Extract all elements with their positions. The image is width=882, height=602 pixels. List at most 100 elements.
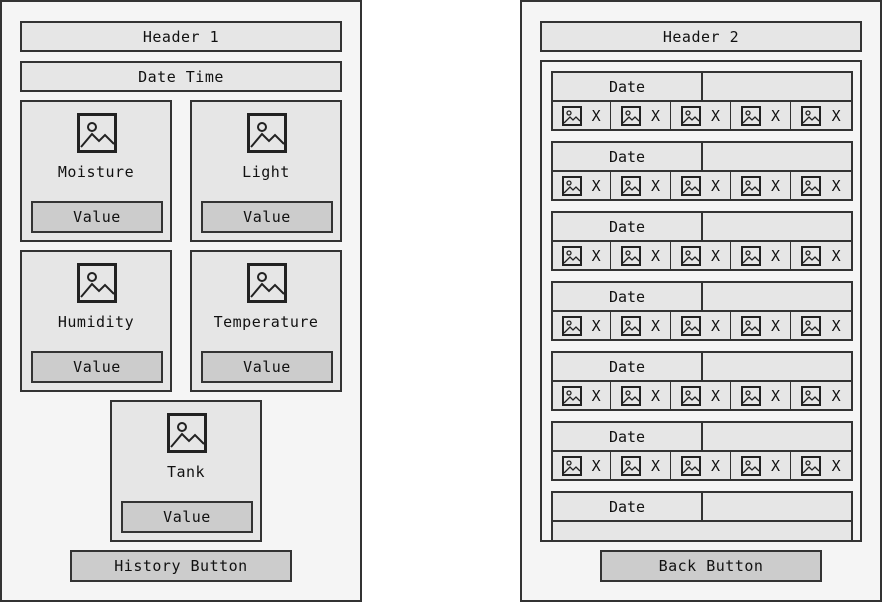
history-metric-value: X [591,176,601,195]
history-metric-value: X [591,456,601,475]
history-metric-cell: X [731,240,792,271]
history-metric-cell: X [611,310,672,341]
history-metric-cell: X [671,310,732,341]
history-metric-value: X [770,176,780,195]
image-placeholder-icon [740,245,761,266]
image-placeholder-icon [247,263,287,303]
temperature-value: Value [201,351,333,383]
image-placeholder-icon [740,315,761,336]
history-metric-cell: X [551,170,612,201]
history-metric-cell: X [791,380,853,411]
humidity-label: Humidity [57,313,135,331]
moisture-card: Moisture Value [20,100,172,242]
history-entry[interactable]: Date X X X X X [551,351,853,413]
history-metric-value: X [650,106,660,125]
history-button[interactable]: History Button [70,550,292,582]
history-metric-value: X [831,386,841,405]
history-metric-value: X [770,106,780,125]
history-entry-date-filler [703,281,853,312]
history-metric-cell: X [671,380,732,411]
image-placeholder-icon [801,315,822,336]
image-placeholder-icon [680,105,701,126]
moisture-value: Value [31,201,163,233]
history-entry[interactable]: Date X X X X X [551,421,853,483]
light-card: Light Value [190,100,342,242]
history-entry-date-filler [703,211,853,242]
history-metric-cell: X [731,450,792,481]
history-metric-cell: X [551,450,612,481]
history-metric-cell: X [791,100,853,131]
image-placeholder-icon [680,315,701,336]
image-placeholder-icon [562,385,583,406]
history-entry[interactable]: Date X X X X X [551,281,853,343]
humidity-card: Humidity Value [20,250,172,392]
history-metric-cell: X [791,310,853,341]
history-metric-value: X [591,386,601,405]
history-metric-cell: X [611,100,672,131]
humidity-value: Value [31,351,163,383]
date-time-display: Date Time [20,61,342,92]
history-entry[interactable]: Date X X X X X [551,141,853,203]
image-placeholder-icon [247,113,287,153]
header-1: Header 1 [20,21,342,52]
image-placeholder-icon [740,455,761,476]
history-entry[interactable]: Date X X X X X [551,71,853,133]
image-placeholder-icon [740,105,761,126]
history-metric-cell: X [671,240,732,271]
image-placeholder-icon [620,175,641,196]
history-entry-date: Date [551,491,703,522]
history-metric-cell: X [671,100,732,131]
history-metric-cell: X [671,170,732,201]
image-placeholder-icon [680,175,701,196]
history-entry-date-filler [703,351,853,382]
light-value: Value [201,201,333,233]
history-metric-value: X [710,386,720,405]
history-entry[interactable]: Date X X X X X [551,211,853,273]
history-metric-value: X [650,386,660,405]
history-metric-value: X [831,316,841,335]
history-metric-value: X [831,106,841,125]
history-metric-cell: X [551,310,612,341]
history-metric-value: X [770,456,780,475]
history-metric-value: X [710,176,720,195]
image-placeholder-icon [801,385,822,406]
image-placeholder-icon [801,245,822,266]
history-metric-value: X [650,456,660,475]
history-entry-date-filler [703,421,853,452]
history-metric-value: X [770,246,780,265]
moisture-label: Moisture [57,163,135,181]
history-metric-cell: X [731,310,792,341]
image-placeholder-icon [77,113,117,153]
image-placeholder-icon [562,315,583,336]
history-list[interactable]: Date X X X X X Date X X X X X Date X X X X X Date X X X X X Date… [540,60,862,542]
history-metric-value: X [770,316,780,335]
back-button[interactable]: Back Button [600,550,822,582]
history-metric-value: X [710,106,720,125]
image-placeholder-icon [740,385,761,406]
history-metric-cell: X [551,380,612,411]
temperature-label: Temperature [213,313,319,331]
history-metric-cell: X [791,240,853,271]
history-metric-value: X [650,316,660,335]
history-entry-date: Date [551,421,703,452]
history-metric-value: X [710,456,720,475]
history-metric-cell: X [611,450,672,481]
history-entry[interactable]: Date [551,491,853,540]
history-entry-date: Date [551,71,703,102]
light-label: Light [242,163,290,181]
image-placeholder-icon [562,455,583,476]
history-entry-date: Date [551,281,703,312]
tank-card: Tank Value [110,400,262,542]
image-placeholder-icon [620,245,641,266]
history-metric-value: X [591,106,601,125]
image-placeholder-icon [680,245,701,266]
header-2: Header 2 [540,21,862,52]
image-placeholder-icon [801,455,822,476]
image-placeholder-icon [680,455,701,476]
tank-value: Value [121,501,253,533]
history-metric-cell: X [551,240,612,271]
history-metric-cell: X [671,450,732,481]
image-placeholder-icon [562,245,583,266]
history-metric-value: X [831,176,841,195]
history-metric-cell: X [611,240,672,271]
